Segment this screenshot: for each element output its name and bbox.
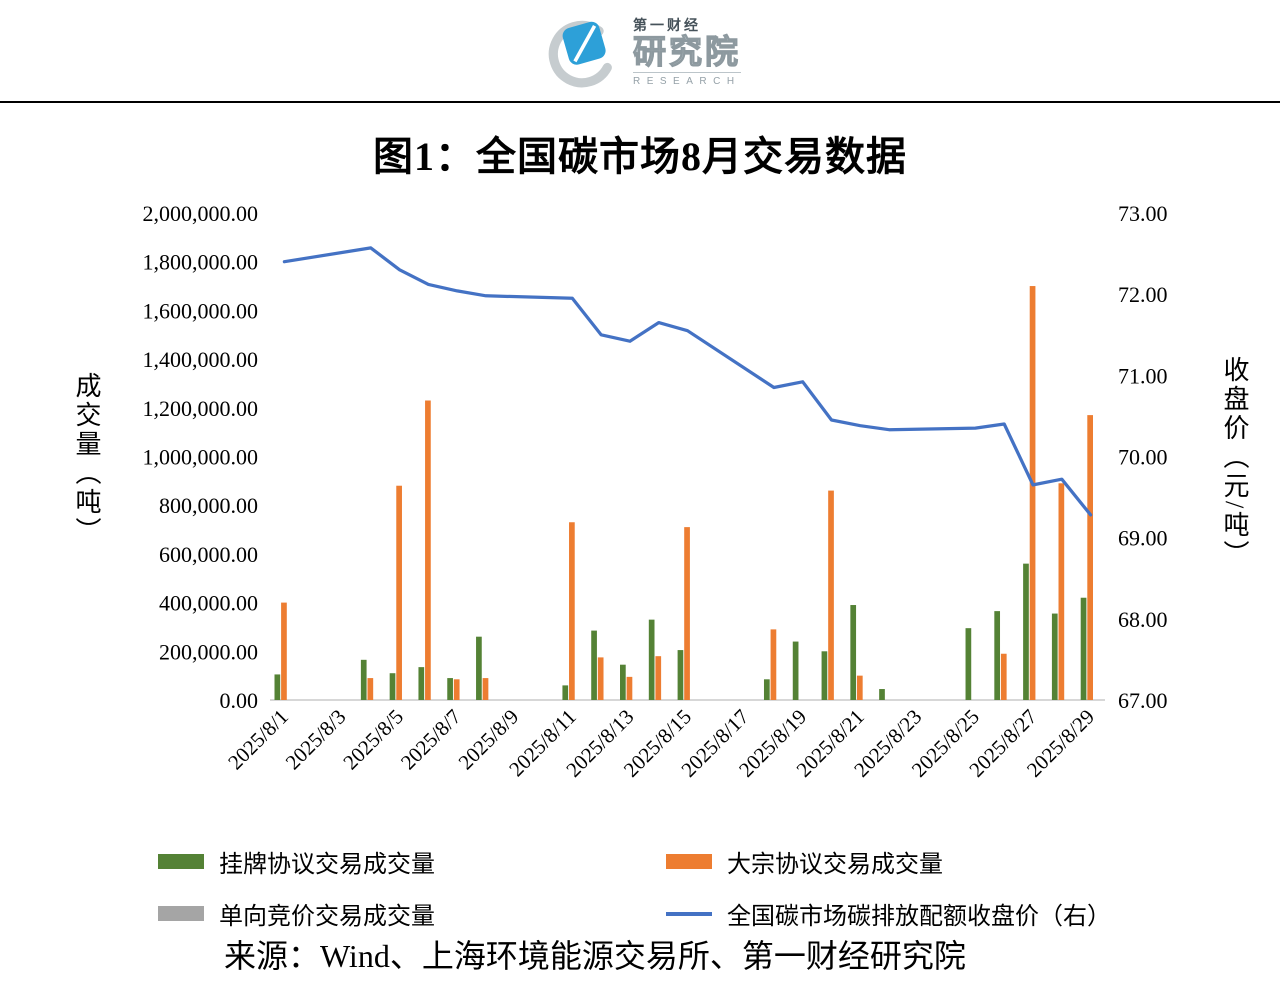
svg-text:2025/8/7: 2025/8/7	[396, 705, 466, 775]
svg-text:800,000.00: 800,000.00	[159, 493, 258, 518]
brand-name-large: 研究院	[632, 32, 741, 70]
carbon-market-chart: 0.00 200,000.00 400,000.00 600,000.00 800,00…	[143, 201, 1168, 782]
legend-label-block-volume: 大宗协议交易成交量	[727, 852, 943, 878]
x-axis-tick-labels: 2025/8/12025/8/32025/8/52025/8/72025/8/9…	[223, 705, 1099, 782]
legend-item-auction-volume: 单向竞价交易成交量	[158, 896, 666, 931]
brand-name-small: 第一财经	[633, 16, 701, 33]
left-axis-tick-labels: 0.00 200,000.00 400,000.00 600,000.00 800,00…	[143, 201, 259, 713]
svg-text:1,200,000.00: 1,200,000.00	[143, 396, 259, 421]
logo-wordmark: 第一财经 研究院 RESEARCH	[632, 15, 741, 87]
auction-volume-swatch	[158, 906, 204, 921]
svg-text:70.00: 70.00	[1118, 445, 1168, 470]
block-agreement-volume-bars	[281, 286, 1093, 700]
legend-label-auction-volume: 单向竞价交易成交量	[219, 904, 435, 930]
svg-text:2,000,000.00: 2,000,000.00	[143, 201, 259, 226]
svg-text:400,000.00: 400,000.00	[159, 591, 258, 616]
svg-text:72.00: 72.00	[1118, 282, 1168, 307]
svg-text:73.00: 73.00	[1118, 201, 1168, 226]
chart-legend: 挂牌协议交易成交量 大宗协议交易成交量 单向竞价交易成交量 全国碳市场碳排放配额…	[158, 844, 1111, 931]
block-volume-swatch	[666, 854, 712, 869]
svg-text:67.00: 67.00	[1118, 688, 1168, 713]
right-axis-title: 收盘价（元/吨）	[1220, 356, 1249, 570]
svg-text:69.00: 69.00	[1118, 526, 1168, 551]
carbon-allowance-closing-price-line	[282, 246, 1093, 517]
svg-text:2025/8/3: 2025/8/3	[281, 705, 351, 775]
left-axis-title: 成交量（吨）	[72, 372, 101, 546]
svg-text:2025/8/5: 2025/8/5	[338, 705, 408, 775]
header-divider	[0, 101, 1280, 103]
legend-item-listed-volume: 挂牌协议交易成交量	[158, 844, 666, 879]
brand-name-english: RESEARCH	[633, 72, 741, 87]
yicai-research-logo: 第一财经 研究院 RESEARCH	[539, 8, 741, 94]
svg-text:68.00: 68.00	[1118, 607, 1168, 632]
svg-text:1,400,000.00: 1,400,000.00	[143, 347, 259, 372]
chart-title: 图1：全国碳市场8月交易数据	[373, 134, 907, 179]
right-axis-tick-labels: 67.00 68.00 69.00 70.00 71.00 72.00 73.00	[1118, 201, 1168, 713]
legend-item-closing-price: 全国碳市场碳排放配额收盘价（右）	[666, 896, 1111, 931]
listed-volume-swatch	[158, 854, 204, 869]
yicai-logo-icon	[548, 20, 616, 88]
svg-text:600,000.00: 600,000.00	[159, 542, 258, 567]
data-source-note: 来源：Wind、上海环境能源交易所、第一财经研究院	[224, 938, 966, 974]
closing-price-swatch	[666, 911, 712, 916]
svg-text:1,600,000.00: 1,600,000.00	[143, 298, 259, 323]
legend-label-listed-volume: 挂牌协议交易成交量	[219, 852, 435, 878]
listed-agreement-volume-bars	[274, 563, 1087, 700]
legend-item-block-volume: 大宗协议交易成交量	[666, 844, 1111, 879]
svg-text:0.00: 0.00	[220, 688, 259, 713]
svg-text:2025/8/1: 2025/8/1	[223, 705, 293, 775]
legend-label-closing-price: 全国碳市场碳排放配额收盘价（右）	[727, 904, 1111, 930]
svg-text:200,000.00: 200,000.00	[159, 639, 258, 664]
svg-text:71.00: 71.00	[1118, 363, 1168, 388]
svg-text:1,000,000.00: 1,000,000.00	[143, 445, 259, 470]
header: 第一财经 研究院 RESEARCH	[0, 8, 1280, 94]
svg-text:1,800,000.00: 1,800,000.00	[143, 250, 259, 275]
